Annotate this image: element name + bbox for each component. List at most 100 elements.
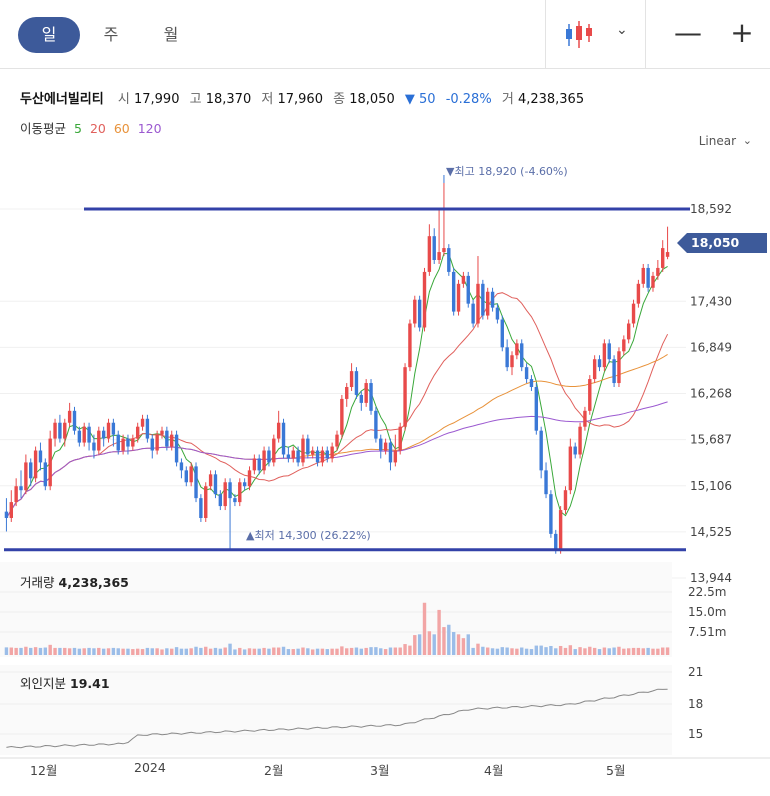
- volume-bar: [661, 647, 665, 655]
- candle-body: [252, 458, 257, 471]
- candle-body: [583, 410, 587, 427]
- foreign-panel-title: 외인지분: [20, 676, 67, 691]
- current-price-label: 18,050: [691, 235, 740, 250]
- volume-bar: [14, 647, 18, 655]
- candle-body: [437, 252, 441, 260]
- volume-bar: [656, 648, 660, 655]
- volume-bar: [174, 647, 179, 655]
- volume-bar: [520, 647, 524, 655]
- candle-body: [520, 343, 524, 368]
- candle-body: [656, 267, 660, 276]
- low-value: 17,960: [277, 92, 323, 107]
- volume-bar: [242, 649, 247, 655]
- volume-bar: [646, 647, 650, 655]
- volume-bar: [320, 648, 325, 655]
- candle-body: [349, 371, 354, 388]
- volume-bar: [296, 648, 300, 655]
- volume-bar: [665, 647, 670, 655]
- candle-body: [296, 450, 300, 463]
- price-tick-label: 15,687: [690, 433, 732, 447]
- candle-body: [19, 486, 23, 491]
- candle-body: [524, 367, 529, 380]
- volume-bar: [286, 649, 291, 655]
- volume-bar: [529, 649, 534, 655]
- candle-body: [330, 446, 334, 459]
- volume-bar: [554, 648, 558, 655]
- candle-body: [505, 347, 509, 368]
- chevron-down-icon[interactable]: ⌄: [616, 22, 628, 38]
- volume-bar: [228, 643, 232, 655]
- volume-label: 거: [501, 92, 514, 107]
- candle-body: [24, 462, 28, 491]
- volume-bar: [63, 647, 67, 655]
- volume-bar: [573, 649, 577, 655]
- volume-bar: [165, 648, 169, 655]
- volume-bar: [461, 638, 466, 655]
- scale-selector[interactable]: Linear: [698, 134, 736, 148]
- zoom-out-button[interactable]: —: [674, 16, 702, 49]
- candle-body: [369, 383, 373, 411]
- candle-body: [607, 343, 611, 360]
- candle-body: [291, 450, 295, 459]
- candle-body: [451, 271, 456, 312]
- volume-bar: [592, 647, 597, 655]
- candlestick-icon[interactable]: [562, 18, 598, 50]
- zoom-in-button[interactable]: +: [730, 16, 754, 49]
- candle-body: [174, 434, 179, 463]
- volume-bar: [636, 647, 641, 655]
- stock-info: 두산에너빌리티 시 17,990 고 18,370 저 17,960 종 18,…: [20, 88, 590, 107]
- candle-body: [651, 275, 655, 288]
- candle-body: [140, 418, 145, 427]
- candle-body: [383, 442, 388, 451]
- volume-bar: [451, 632, 456, 655]
- volume-bar: [398, 647, 402, 655]
- candle-body: [485, 291, 490, 316]
- volume-bar: [617, 646, 621, 655]
- ma-20: 20: [89, 121, 106, 136]
- volume-bar: [651, 648, 655, 655]
- stock-name: 두산에너빌리티: [20, 92, 104, 107]
- volume-bar: [218, 648, 223, 655]
- candle-body: [145, 418, 150, 439]
- candle-body: [170, 434, 174, 447]
- candle-body: [63, 422, 67, 439]
- volume-bar: [267, 648, 271, 655]
- candle-body: [345, 387, 349, 399]
- volume-panel-label: 거래량 4,238,365: [20, 572, 129, 591]
- candle-body: [58, 422, 62, 439]
- foreign-panel-value: 19.41: [70, 676, 110, 691]
- volume-bar: [626, 648, 631, 655]
- candle-body: [481, 283, 485, 316]
- volume-tick-label: 15.0m: [688, 605, 726, 619]
- change-percent: -0.28%: [445, 92, 492, 107]
- volume-bar: [500, 647, 504, 655]
- candle-body: [189, 466, 193, 483]
- foreign-panel-bg: [0, 665, 672, 755]
- candle-body: [238, 482, 242, 503]
- candle-body: [417, 299, 422, 328]
- candle-body: [622, 339, 626, 352]
- toolbar-divider: [545, 0, 546, 68]
- chevron-down-icon[interactable]: ⌄: [742, 134, 752, 147]
- volume-bar: [301, 647, 305, 655]
- volume-bar: [238, 647, 242, 655]
- volume-bar: [597, 649, 602, 655]
- volume-bar: [437, 609, 441, 655]
- toolbar-divider: [645, 0, 646, 68]
- tab-day[interactable]: 일: [18, 17, 80, 53]
- volume-tick-label: 22.5m: [688, 585, 726, 599]
- tab-month[interactable]: 월: [163, 25, 179, 44]
- candle-body: [111, 422, 116, 435]
- candle-body: [631, 303, 636, 324]
- volume-bar: [97, 647, 101, 655]
- volume-bar: [150, 648, 154, 655]
- change-value: ▼ 50: [404, 92, 436, 107]
- tab-week[interactable]: 주: [103, 25, 119, 44]
- volume-bar: [442, 627, 446, 655]
- candle-body: [204, 486, 208, 518]
- candle-body: [223, 482, 227, 507]
- candle-body: [447, 248, 451, 272]
- volume-bar: [427, 631, 432, 655]
- volume-bar: [510, 648, 514, 655]
- foreign-tick-label: 21: [688, 665, 703, 679]
